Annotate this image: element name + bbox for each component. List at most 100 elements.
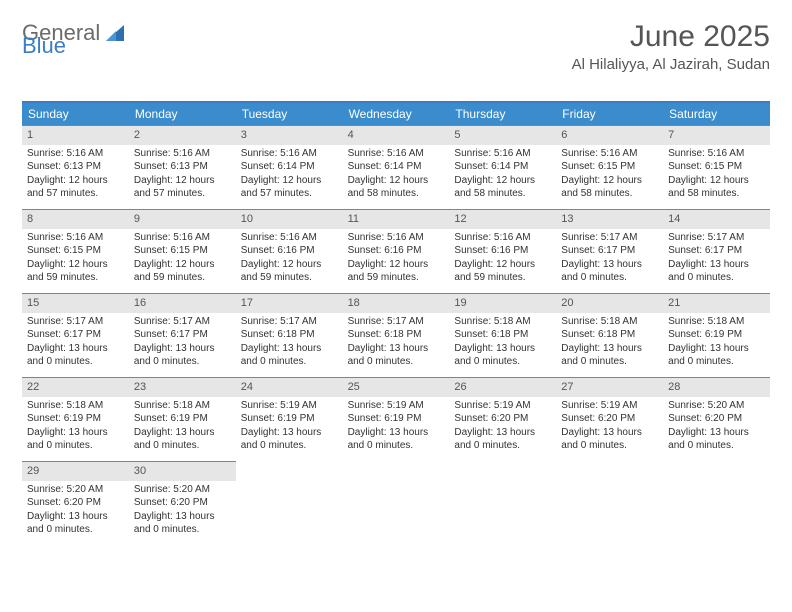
sunset-line: Sunset: 6:18 PM (561, 328, 658, 342)
sunset-line: Sunset: 6:16 PM (241, 244, 338, 258)
sunset-line: Sunset: 6:18 PM (241, 328, 338, 342)
daylight-line: Daylight: 13 hours and 0 minutes. (561, 426, 658, 453)
daylight-line: Daylight: 12 hours and 59 minutes. (27, 258, 124, 285)
day-cell: 14Sunrise: 5:17 AMSunset: 6:17 PMDayligh… (663, 209, 770, 293)
sunrise-line: Sunrise: 5:16 AM (454, 147, 551, 161)
day-number: 29 (22, 462, 129, 481)
day-body: Sunrise: 5:16 AMSunset: 6:14 PMDaylight:… (343, 147, 450, 201)
day-body: Sunrise: 5:18 AMSunset: 6:19 PMDaylight:… (22, 399, 129, 453)
day-number: 30 (129, 462, 236, 481)
day-number: 2 (129, 126, 236, 145)
day-cell: 13 Sunrise: 5:17 AMSunset: 6:17 PMDayligh… (556, 209, 663, 293)
day-body: Sunrise: 5:16 AMSunset: 6:15 PMDaylight:… (22, 231, 129, 285)
day-number: 4 (343, 126, 450, 145)
sunset-line: Sunset: 6:15 PM (134, 244, 231, 258)
daylight-line: Daylight: 13 hours and 0 minutes. (561, 258, 658, 285)
day-number: 7 (663, 126, 770, 145)
day-cell: 26 Sunrise: 5:19 AMSunset: 6:20 PMDayligh… (449, 377, 556, 461)
logo-sail-icon (106, 25, 128, 43)
sunrise-line: Sunrise: 5:16 AM (241, 147, 338, 161)
sunrise-line: Sunrise: 5:18 AM (454, 315, 551, 329)
logo-word2: Blue (22, 33, 66, 59)
day-number: 13 (556, 210, 663, 229)
sunset-line: Sunset: 6:18 PM (348, 328, 445, 342)
day-body: Sunrise: 5:16 AMSunset: 6:14 PMDaylight:… (236, 147, 343, 201)
day-number: 6 (556, 126, 663, 145)
day-header: Thursday (449, 103, 556, 125)
daylight-line: Daylight: 13 hours and 0 minutes. (27, 510, 124, 537)
sunset-line: Sunset: 6:14 PM (454, 160, 551, 174)
daylight-line: Daylight: 13 hours and 0 minutes. (454, 426, 551, 453)
day-number: 26 (449, 378, 556, 397)
sunrise-line: Sunrise: 5:17 AM (561, 231, 658, 245)
day-number: 27 (556, 378, 663, 397)
day-cell: 17Sunrise: 5:17 AMSunset: 6:18 PMDayligh… (236, 293, 343, 377)
day-header: Wednesday (343, 103, 450, 125)
day-cell: 18 Sunrise: 5:17 AMSunset: 6:18 PMDayligh… (343, 293, 450, 377)
day-body: Sunrise: 5:19 AMSunset: 6:19 PMDaylight:… (236, 399, 343, 453)
sunrise-line: Sunrise: 5:18 AM (561, 315, 658, 329)
daylight-line: Daylight: 13 hours and 0 minutes. (348, 426, 445, 453)
day-body: Sunrise: 5:16 AMSunset: 6:15 PMDaylight:… (556, 147, 663, 201)
daylight-line: Daylight: 12 hours and 58 minutes. (348, 174, 445, 201)
day-cell: 24 Sunrise: 5:19 AMSunset: 6:19 PMDayligh… (236, 377, 343, 461)
sunrise-line: Sunrise: 5:17 AM (134, 315, 231, 329)
sunset-line: Sunset: 6:16 PM (348, 244, 445, 258)
sunset-line: Sunset: 6:15 PM (561, 160, 658, 174)
sunset-line: Sunset: 6:19 PM (241, 412, 338, 426)
day-number: 19 (449, 294, 556, 313)
day-header: Tuesday (236, 103, 343, 125)
day-number: 5 (449, 126, 556, 145)
daylight-line: Daylight: 12 hours and 59 minutes. (134, 258, 231, 285)
daylight-line: Daylight: 13 hours and 0 minutes. (348, 342, 445, 369)
logo: General Blue (22, 20, 128, 46)
sunrise-line: Sunrise: 5:17 AM (27, 315, 124, 329)
location: Al Hilaliyya, Al Jazirah, Sudan (572, 56, 770, 73)
day-cell: 27 Sunrise: 5:19 AMSunset: 6:20 PMDayligh… (556, 377, 663, 461)
sunset-line: Sunset: 6:13 PM (27, 160, 124, 174)
sunset-line: Sunset: 6:17 PM (561, 244, 658, 258)
day-number: 10 (236, 210, 343, 229)
day-cell: 20Sunrise: 5:18 AMSunset: 6:18 PMDayligh… (556, 293, 663, 377)
day-cell: 25Sunrise: 5:19 AMSunset: 6:19 PMDayligh… (343, 377, 450, 461)
sunrise-line: Sunrise: 5:16 AM (454, 231, 551, 245)
sunset-line: Sunset: 6:17 PM (668, 244, 765, 258)
day-body: Sunrise: 5:17 AMSunset: 6:17 PMDaylight:… (556, 231, 663, 285)
day-body: Sunrise: 5:16 AMSunset: 6:16 PMDaylight:… (236, 231, 343, 285)
day-number: 9 (129, 210, 236, 229)
day-number: 24 (236, 378, 343, 397)
day-cell: 15Sunrise: 5:17 AMSunset: 6:17 PMDayligh… (22, 293, 129, 377)
day-number: 18 (343, 294, 450, 313)
day-body: Sunrise: 5:16 AMSunset: 6:14 PMDaylight:… (449, 147, 556, 201)
daylight-line: Daylight: 12 hours and 58 minutes. (454, 174, 551, 201)
daylight-line: Daylight: 12 hours and 57 minutes. (27, 174, 124, 201)
sunrise-line: Sunrise: 5:20 AM (134, 483, 231, 497)
day-cell: 12Sunrise: 5:16 AMSunset: 6:16 PMDayligh… (449, 209, 556, 293)
day-cell: 6 Sunrise: 5:16 AMSunset: 6:15 PMDaylight… (556, 125, 663, 209)
day-number: 23 (129, 378, 236, 397)
day-body: Sunrise: 5:19 AMSunset: 6:20 PMDaylight:… (449, 399, 556, 453)
sunrise-line: Sunrise: 5:16 AM (134, 231, 231, 245)
daylight-line: Daylight: 12 hours and 57 minutes. (134, 174, 231, 201)
sunrise-line: Sunrise: 5:18 AM (134, 399, 231, 413)
day-body: Sunrise: 5:16 AMSunset: 6:13 PMDaylight:… (129, 147, 236, 201)
day-cell: 3Sunrise: 5:16 AMSunset: 6:14 PMDaylight… (236, 125, 343, 209)
daylight-line: Daylight: 13 hours and 0 minutes. (27, 426, 124, 453)
day-number: 14 (663, 210, 770, 229)
sunset-line: Sunset: 6:15 PM (668, 160, 765, 174)
sunrise-line: Sunrise: 5:20 AM (668, 399, 765, 413)
day-cell: 4 Sunrise: 5:16 AMSunset: 6:14 PMDaylight… (343, 125, 450, 209)
day-header: Monday (129, 103, 236, 125)
sunrise-line: Sunrise: 5:19 AM (454, 399, 551, 413)
sunset-line: Sunset: 6:20 PM (668, 412, 765, 426)
day-body: Sunrise: 5:18 AMSunset: 6:18 PMDaylight:… (556, 315, 663, 369)
daylight-line: Daylight: 13 hours and 0 minutes. (241, 342, 338, 369)
day-body: Sunrise: 5:16 AMSunset: 6:16 PMDaylight:… (343, 231, 450, 285)
sunrise-line: Sunrise: 5:19 AM (561, 399, 658, 413)
day-body: Sunrise: 5:17 AMSunset: 6:17 PMDaylight:… (129, 315, 236, 369)
day-body: Sunrise: 5:18 AMSunset: 6:18 PMDaylight:… (449, 315, 556, 369)
sunrise-line: Sunrise: 5:19 AM (348, 399, 445, 413)
sunrise-line: Sunrise: 5:17 AM (348, 315, 445, 329)
sunset-line: Sunset: 6:19 PM (668, 328, 765, 342)
day-body: Sunrise: 5:19 AMSunset: 6:20 PMDaylight:… (556, 399, 663, 453)
